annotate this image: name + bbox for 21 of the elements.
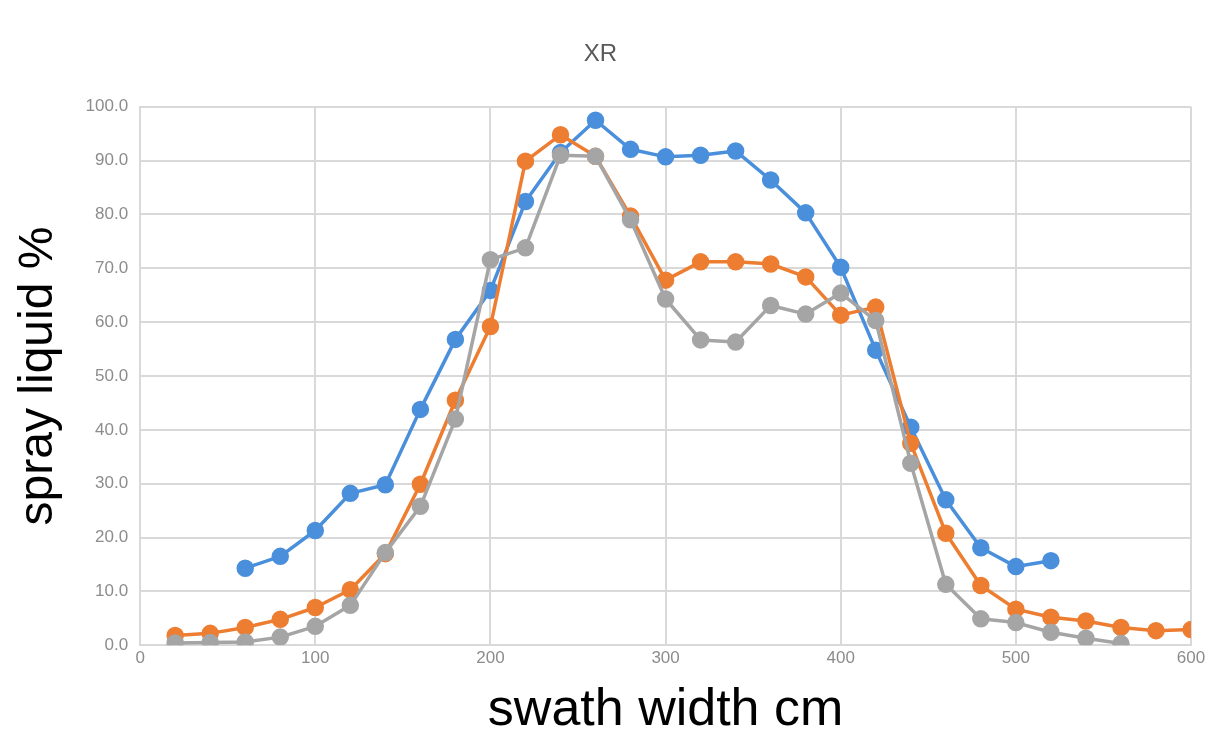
y-tick-label: 90.0 — [95, 150, 129, 170]
y-axis-title: spray liquid % — [9, 226, 63, 526]
y-tick-label: 100.0 — [85, 96, 129, 116]
y-tick-label: 30.0 — [95, 473, 129, 493]
y-tick-label: 80.0 — [95, 204, 129, 224]
x-tick-label: 100 — [301, 648, 330, 668]
x-tick-label: 200 — [476, 648, 505, 668]
x-tick-label: 0 — [135, 648, 145, 668]
y-tick-label: 20.0 — [95, 527, 129, 547]
chart-title: XR — [583, 39, 618, 67]
y-tick-label: 70.0 — [95, 258, 129, 278]
y-tick-label: 40.0 — [95, 419, 129, 439]
y-tick-label: 50.0 — [95, 365, 129, 385]
y-tick-label: 60.0 — [95, 311, 129, 331]
x-tick-label: 400 — [826, 648, 855, 668]
x-tick-label: 500 — [1001, 648, 1031, 668]
x-tick-label: 600 — [1176, 648, 1206, 668]
y-tick-label: 0.0 — [104, 634, 129, 654]
y-tick-label: 10.0 — [95, 581, 129, 601]
x-axis-title: swath width cm — [487, 678, 844, 737]
x-tick-label: 300 — [651, 648, 680, 668]
